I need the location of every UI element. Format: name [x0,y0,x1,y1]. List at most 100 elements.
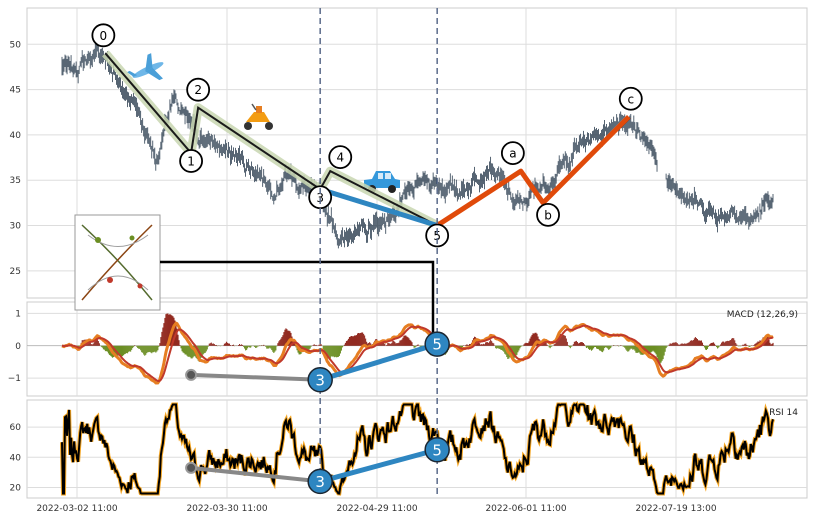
macd-histogram-bar [325,345,327,357]
macd-histogram-bar [487,342,489,346]
macd-histogram-bar [126,345,128,354]
macd-histogram-bar [419,345,421,347]
macd-histogram-bar [285,328,287,346]
macd-histogram-bar [576,342,578,346]
macd-histogram-bar [692,340,694,346]
macd-histogram-bar [391,342,393,346]
macd-histogram-bar [226,342,228,346]
macd-histogram-bar [682,343,684,346]
macd-histogram-bar [769,342,771,346]
macd-histogram-bar [160,337,162,346]
macd-histogram-bar [117,345,120,356]
macd-histogram-bar [465,344,468,346]
macd-histogram-bar [728,341,730,346]
macd-histogram-bar [320,344,322,346]
macd-histogram-bar [333,345,335,358]
y-tick-label: 40 [10,453,22,463]
macd-histogram-bar [655,345,657,355]
macd-histogram-bar [632,345,634,350]
macd-histogram-bar [185,345,187,355]
macd-histogram-bar [482,344,484,346]
macd-histogram-bar [412,345,414,346]
y-tick-label: 45 [10,86,21,96]
macd-histogram-bar [326,345,328,360]
macd-histogram-bar [702,344,705,346]
macd-histogram-bar [155,345,157,353]
macd-histogram-bar [597,345,599,349]
macd-histogram-bar [693,338,695,346]
divergence-label-text: 5 [432,441,442,459]
macd-histogram-bar [102,345,104,350]
macd-histogram-bar [703,345,706,348]
macd-histogram-bar [608,345,610,350]
macd-histogram-bar [591,345,594,350]
macd-histogram-bar [315,344,317,346]
macd-histogram-bar [138,345,140,349]
macd-histogram-bar [699,340,701,346]
macd-histogram-bar [709,343,712,346]
macd-histogram-bar [306,345,308,350]
macd-histogram-bar [304,345,306,349]
macd-signal-line [61,324,774,383]
macd-histogram-bar [631,345,633,349]
macd-histogram-bar [349,336,352,346]
macd-histogram-bar [178,340,180,346]
macd-histogram-bar [534,332,536,346]
macd-histogram-bar [204,345,206,353]
macd-histogram-bar [523,344,525,346]
macd-histogram-bar [309,345,311,349]
macd-histogram-bar [210,342,212,346]
macd-histogram-bar [603,345,605,351]
macd-histogram-bar [753,345,755,346]
macd-histogram-bar [545,342,547,346]
wave-label-text: 4 [336,151,344,165]
macd-histogram-bar [119,345,122,356]
macd-histogram-bar [397,343,399,346]
macd-histogram-bar [585,345,588,349]
macd-histogram-bar [405,335,407,346]
macd-histogram-bar [104,345,106,352]
macd-histogram-bar [744,343,746,346]
macd-histogram-bar [249,345,251,348]
macd-histogram-bar [358,333,360,346]
macd-histogram-bar [307,345,309,350]
macd-histogram-bar [525,342,527,346]
macd-histogram-bar [382,342,384,346]
macd-histogram-bar [400,340,402,346]
macd-histogram-bar [130,345,132,352]
macd-histogram-bar [519,345,521,349]
macd-histogram-bar [683,343,685,346]
macd-histogram-bar [350,335,353,346]
macd-histogram-bar [673,342,675,346]
macd-histogram-bar [754,343,756,346]
macd-histogram-bar [89,341,91,346]
macd-histogram-bar [240,344,242,346]
macd-histogram-bar [697,340,699,346]
macd-histogram-bar [363,333,365,346]
macd-histogram-bar [361,332,363,346]
macd-histogram-bar [214,345,216,346]
macd-histogram-bar [574,341,576,346]
macd-histogram-bar [277,343,279,346]
macd-histogram-bar [735,343,737,346]
macd-histogram-bar [550,345,552,347]
macd-histogram-bar [139,345,141,349]
macd-histogram-bar [151,345,153,354]
macd-histogram-bar [202,345,204,355]
divergence-gray-line [191,372,321,382]
macd-histogram-bar [319,344,321,346]
x-tick-label: 2022-03-02 11:00 [36,504,117,514]
correction-wave-line [435,114,631,228]
macd-histogram-bar [771,343,773,346]
macd-histogram-bar [501,345,503,350]
macd-histogram-bar [484,344,486,346]
macd-histogram-bar [620,345,622,346]
macd-histogram-bar [283,332,285,346]
macd-histogram-bar [628,345,630,352]
macd-histogram-bar [489,341,491,346]
macd-histogram-bar [308,345,310,350]
wave-label-circle [179,149,203,173]
macd-histogram-bar [213,344,215,346]
macd-histogram-bar [416,345,418,346]
macd-histogram-bar [677,344,679,346]
